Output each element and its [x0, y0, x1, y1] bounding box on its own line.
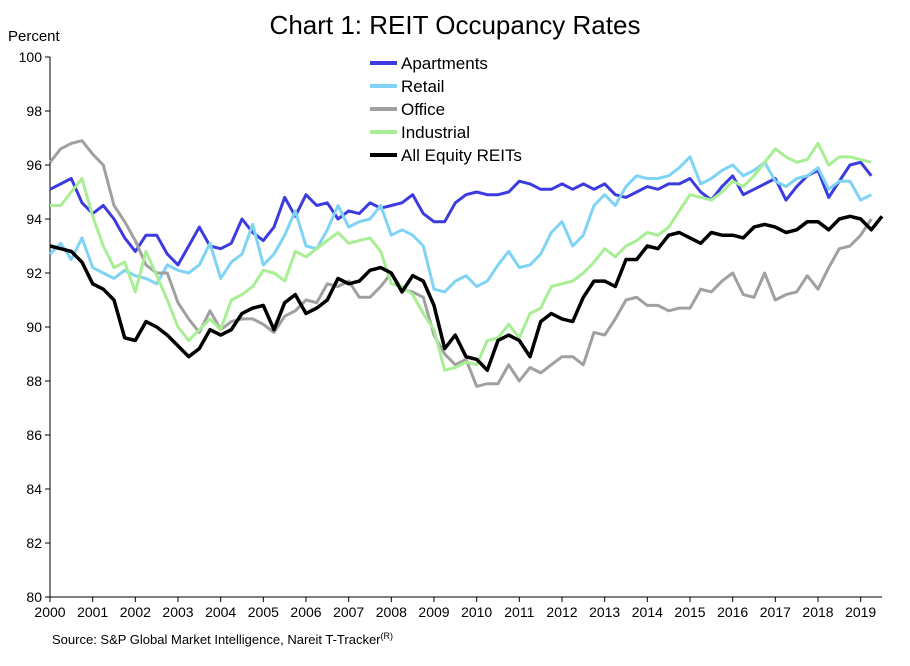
y-tick-label: 98 [26, 103, 42, 119]
series-line-apartments [49, 160, 873, 267]
series-line-retail [48, 155, 872, 294]
chart-title: Chart 1: REIT Occupancy Rates [270, 10, 641, 40]
x-tick-label: 2009 [418, 604, 449, 620]
y-axis-label: Percent [8, 28, 61, 45]
x-tick-label: 2002 [120, 604, 151, 620]
series-lines [48, 139, 884, 388]
y-tick-label: 80 [26, 589, 42, 605]
legend-label-all-equity-reits: All Equity REITs [401, 146, 522, 165]
x-tick-label: 2003 [162, 604, 193, 620]
x-tick-label: 2005 [248, 604, 279, 620]
series-line-industrial [50, 141, 872, 372]
y-tick-label: 86 [26, 427, 42, 443]
y-tick-label: 96 [26, 157, 42, 173]
legend-label-office: Office [401, 100, 445, 119]
axes [45, 56, 882, 602]
y-tick-labels: 80 82 84 86 88 90 92 94 96 98 100 [19, 49, 43, 605]
legend-label-industrial: Industrial [401, 123, 470, 142]
y-tick-label: 84 [26, 481, 42, 497]
y-tick-label: 90 [26, 319, 42, 335]
source-text: Source: S&P Global Market Intelligence, … [52, 632, 381, 647]
x-tick-label: 2001 [77, 604, 108, 620]
x-tick-label: 2007 [333, 604, 364, 620]
x-tick-label: 2004 [205, 604, 236, 620]
x-tick-label: 2016 [717, 604, 748, 620]
legend-label-apartments: Apartments [401, 54, 488, 73]
x-tick-label: 2014 [632, 604, 663, 620]
y-tick-label: 94 [26, 211, 42, 227]
y-tick-label: 82 [26, 535, 42, 551]
x-tick-label: 2010 [461, 604, 492, 620]
x-tick-label: 2017 [760, 604, 791, 620]
x-tick-label: 2013 [589, 604, 620, 620]
series-line-all-equity-reits [49, 214, 884, 372]
x-tick-label: 2000 [34, 604, 65, 620]
x-tick-label: 2019 [845, 604, 876, 620]
x-tick-label: 2012 [546, 604, 577, 620]
legend: Apartments Retail Office Industrial All Equi… [370, 54, 522, 165]
source-note: Source: S&P Global Market Intelligence, … [52, 631, 393, 647]
series-line-office [48, 139, 873, 388]
x-tick-label: 2015 [674, 604, 705, 620]
x-tick-label: 2018 [802, 604, 833, 620]
y-tick-label: 88 [26, 373, 42, 389]
x-tick-label: 2011 [504, 604, 534, 620]
y-tick-label: 92 [26, 265, 42, 281]
y-tick-label: 100 [19, 49, 43, 65]
x-tick-labels: 2000 2001 2002 2003 2004 2005 2006 2007 2008 2009… [34, 604, 876, 620]
x-tick-label: 2008 [376, 604, 407, 620]
x-tick-label: 2006 [290, 604, 321, 620]
source-superscript: (R) [381, 631, 394, 641]
legend-label-retail: Retail [401, 77, 444, 96]
